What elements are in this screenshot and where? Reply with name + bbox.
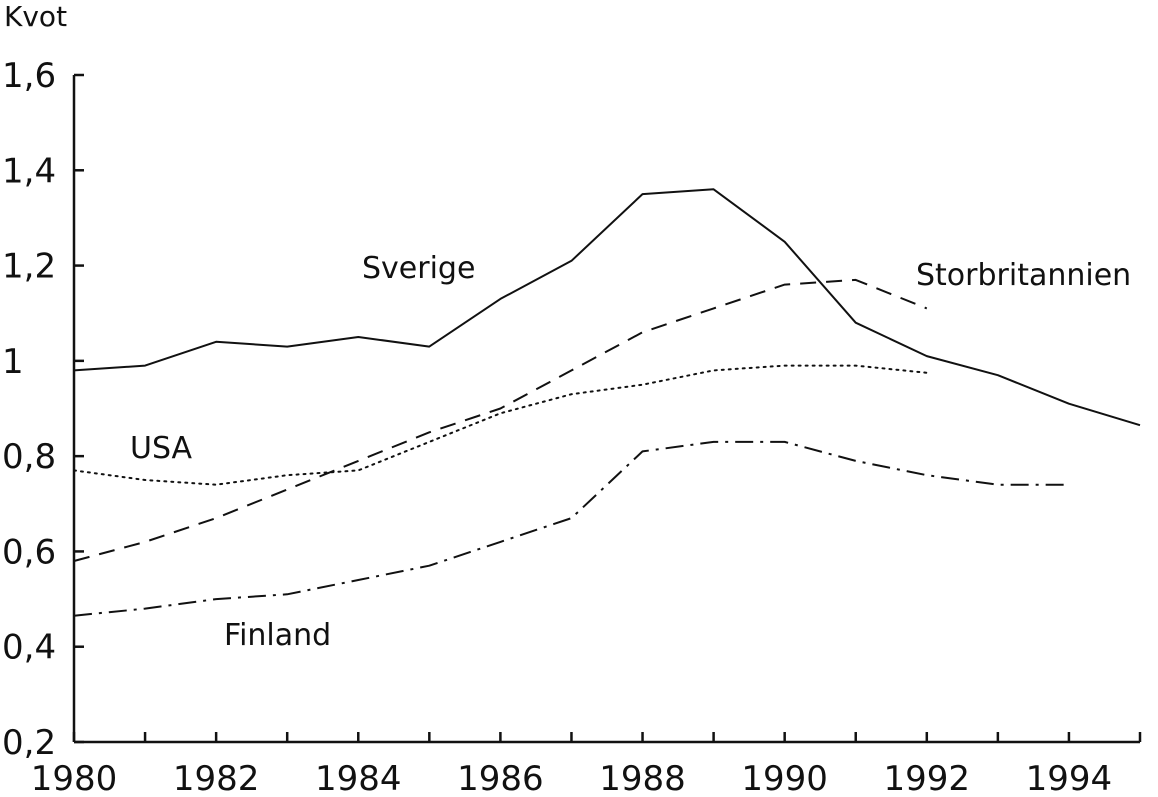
- y-axis-ticks: 0,2 0,4 0,6 0,8 1 1,2 1,4 1,6: [2, 56, 84, 763]
- series-label-usa: USA: [130, 431, 193, 466]
- x-tick-label: 1984: [315, 759, 402, 797]
- series-line-usa: [73, 364, 928, 486]
- y-tick-label: 0,2: [2, 723, 56, 763]
- series-line-storbritannien: [73, 278, 928, 562]
- series-line-sverige: [73, 188, 1141, 427]
- x-tick-label: 1992: [884, 759, 971, 797]
- x-tick-label: 1982: [173, 759, 260, 797]
- x-tick-label: 1986: [457, 759, 544, 797]
- y-tick-label: 1,6: [2, 56, 56, 96]
- series-lines: [73, 188, 1141, 617]
- series-line-finland: [73, 440, 1069, 617]
- x-tick-label: 1988: [599, 759, 686, 797]
- x-tick-label: 1980: [31, 759, 118, 797]
- x-tick-label: 1994: [1026, 759, 1113, 797]
- series-label-storbritannien: Storbritannien: [916, 258, 1131, 293]
- series-labels: Sverige Storbritannien USA Finland: [130, 251, 1131, 653]
- y-tick-label: 1,4: [2, 151, 56, 191]
- series-label-sverige: Sverige: [362, 251, 475, 286]
- y-tick-label: 1: [2, 342, 24, 382]
- x-axis-ticks: 1980 1982 1984 1986 1988 1990 1992 1994: [31, 732, 1142, 797]
- y-tick-label: 1,2: [2, 247, 56, 287]
- y-tick-label: 0,4: [2, 628, 56, 668]
- x-tick-label: 1990: [741, 759, 828, 797]
- y-tick-label: 0,6: [2, 532, 56, 572]
- y-tick-label: 0,8: [2, 437, 56, 477]
- y-axis-label: Kvot: [4, 0, 67, 33]
- series-label-finland: Finland: [224, 618, 331, 653]
